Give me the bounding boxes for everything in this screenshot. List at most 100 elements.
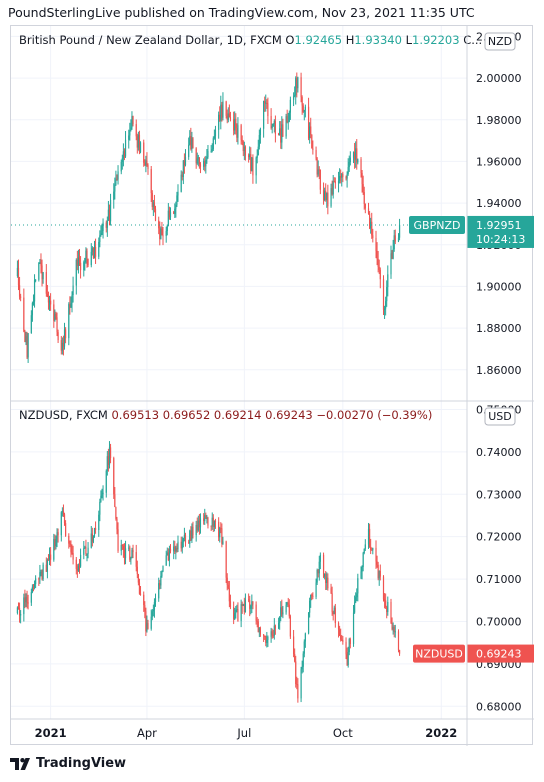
gbpnzd-candle-body	[207, 150, 209, 158]
gbpnzd-candle-body	[26, 336, 28, 358]
gbpnzd-candle-body	[24, 331, 26, 343]
gbpnzd-candle-body	[161, 228, 163, 236]
nzdusd-candle-body	[23, 597, 25, 615]
nzdusd-candle-body	[20, 614, 22, 616]
nzdusd-y-tick-label: 0.68000	[476, 700, 522, 713]
nzdusd-candle-body	[372, 547, 374, 551]
gbpnzd-y-tick-label: 1.90000	[476, 280, 522, 293]
gbpnzd-candle-body	[150, 169, 152, 194]
nzdusd-candle-body	[116, 518, 118, 530]
nzdusd-candle-body	[392, 626, 394, 630]
nzdusd-candle-body	[258, 628, 260, 632]
gbpnzd-candle-body	[266, 102, 268, 104]
nzdusd-candle-body	[183, 534, 186, 539]
nzdusd-candle-body	[212, 517, 214, 527]
gbpnzd-candle-body	[130, 127, 132, 131]
nzdusd-candle-body	[349, 639, 351, 644]
nzdusd-candle-body	[214, 520, 217, 522]
gbpnzd-candle-body	[273, 120, 275, 125]
nzdusd-candle-body	[206, 517, 208, 519]
nzdusd-candle-body	[50, 554, 52, 560]
nzdusd-candle-body	[317, 570, 319, 574]
nzdusd-candle-body	[31, 586, 34, 593]
gbpnzd-candle-body	[144, 162, 146, 166]
gbpnzd-candle-body	[94, 246, 97, 257]
nzdusd-candle-body	[139, 593, 142, 595]
chart-frame[interactable]: 1.860001.880001.900001.920001.940001.960…	[10, 25, 534, 746]
gbpnzd-candle-body	[371, 221, 373, 236]
nzdusd-candle-body	[210, 525, 212, 527]
nzdusd-candle-body	[42, 564, 44, 580]
gbpnzd-candle-body	[121, 158, 123, 162]
gbpnzd-candle-body	[270, 116, 272, 128]
gbpnzd-candle-body	[167, 210, 169, 226]
gbpnzd-candle-body	[143, 142, 145, 163]
nzdusd-candle-body	[250, 605, 252, 609]
gbpnzd-symbol-tag	[409, 215, 465, 234]
gbpnzd-candle-body	[250, 154, 252, 171]
gbpnzd-last-price-box	[467, 215, 534, 248]
nzdusd-candle-body	[398, 650, 401, 654]
x-tick-label: 2021	[35, 726, 67, 740]
nzdusd-candle-body	[184, 534, 187, 543]
nzdusd-candle-body	[377, 564, 379, 579]
gbpnzd-candle-body	[41, 265, 43, 280]
gbpnzd-candle-body	[182, 160, 184, 177]
nzdusd-legend-part: 0.69214	[214, 408, 265, 422]
chart-svg[interactable]: 1.860001.880001.900001.920001.940001.960…	[11, 26, 534, 746]
gbpnzd-candle-body	[169, 211, 172, 218]
gbpnzd-candle-body	[42, 272, 44, 280]
nzdusd-symbol-tag-label: NZDUSD	[415, 648, 463, 661]
nzdusd-candle-body	[237, 609, 239, 621]
nzdusd-candle-body	[354, 602, 356, 613]
gbpnzd-candle-body	[385, 301, 387, 309]
gbpnzd-candle-body	[357, 159, 359, 163]
nzdusd-candle-body	[280, 607, 282, 618]
gbpnzd-candle-body	[100, 233, 102, 236]
nzdusd-candle-body	[18, 608, 21, 616]
nzdusd-y-tick-label: 0.74000	[476, 446, 522, 459]
gbpnzd-candle-body	[252, 157, 254, 176]
gbpnzd-candle-body	[225, 101, 227, 116]
gbpnzd-candle-body	[83, 262, 85, 271]
gbpnzd-candle-body	[289, 99, 291, 113]
nzdusd-candle-body	[189, 530, 191, 544]
gbpnzd-candle-body	[227, 113, 229, 120]
gbpnzd-candle-body	[138, 134, 141, 153]
gbpnzd-candle-body	[310, 126, 312, 135]
x-tick-label: Apr	[137, 726, 157, 740]
gbpnzd-candle-body	[218, 114, 220, 130]
gbpnzd-candle-body	[117, 171, 119, 180]
nzdusd-candle-body	[144, 605, 146, 612]
gbpnzd-candle-body	[71, 295, 73, 304]
nzdusd-candle-body	[240, 604, 242, 621]
gbpnzd-legend-part: L	[406, 33, 413, 47]
tradingview-logo[interactable]: TradingView	[10, 756, 126, 771]
nzdusd-candle-body	[102, 492, 104, 494]
nzdusd-candle-body	[318, 561, 320, 574]
nzdusd-candle-body	[33, 584, 36, 588]
gbpnzd-candle-body	[87, 259, 89, 266]
nzdusd-candle-body	[99, 501, 101, 515]
gbpnzd-y-tick-label: 2.00000	[476, 72, 522, 85]
gbpnzd-candle-body	[341, 173, 343, 178]
gbpnzd-candle-body	[364, 203, 366, 209]
gbpnzd-candle-body	[38, 262, 40, 280]
gbpnzd-candle-body	[213, 135, 215, 139]
nzdusd-candle-body	[93, 528, 96, 536]
gbpnzd-candle-body	[20, 296, 22, 298]
gbpnzd-candle-body	[189, 136, 191, 145]
gbpnzd-candle-body	[33, 280, 36, 302]
gbpnzd-candle-body	[77, 257, 80, 266]
nzdusd-candle-body	[304, 633, 306, 642]
nzdusd-candle-body	[361, 567, 363, 572]
nzdusd-candle-body	[325, 573, 327, 583]
gbpnzd-candle-body	[292, 96, 295, 100]
gbpnzd-candle-body	[312, 148, 314, 151]
gbpnzd-candle-body	[319, 169, 321, 190]
nzdusd-candle-body	[197, 520, 199, 531]
gbpnzd-candle-body	[177, 191, 179, 196]
gbpnzd-y-tick-label: 1.86000	[476, 364, 522, 377]
gbpnzd-candle-body	[93, 246, 96, 258]
gbpnzd-candle-body	[391, 253, 393, 259]
